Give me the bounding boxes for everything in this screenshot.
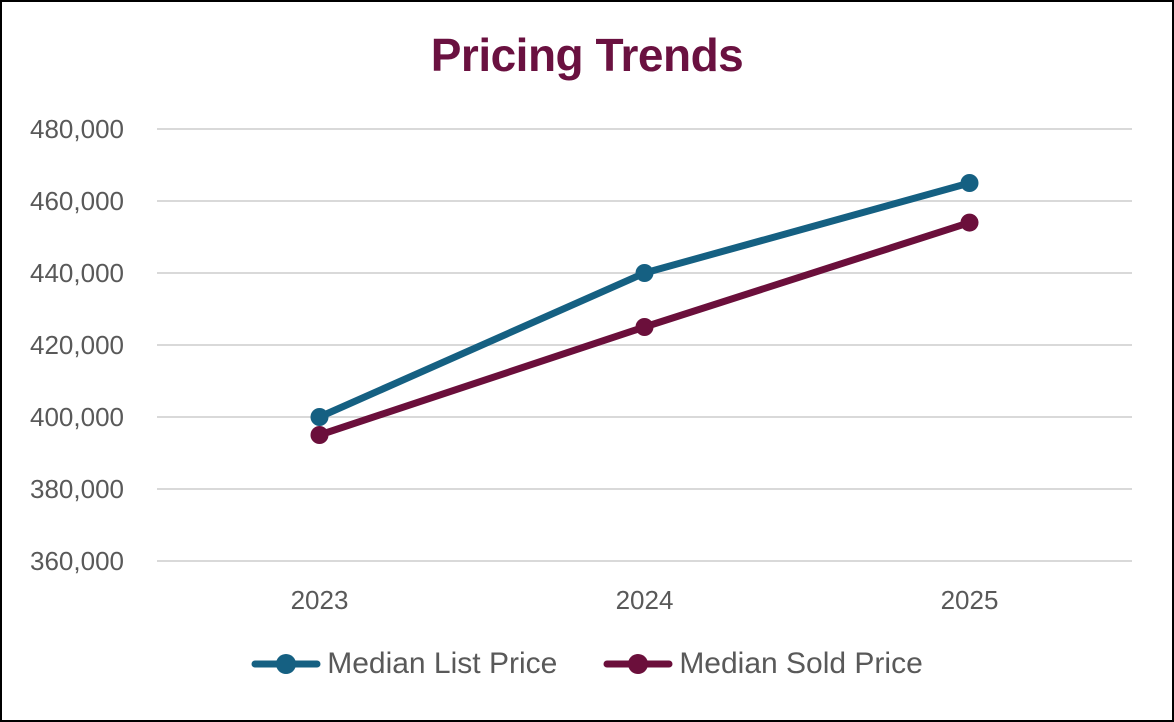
series-median-sold-price — [310, 213, 979, 444]
legend-line-marker-icon — [603, 654, 673, 674]
y-tick-label: 360,000 — [30, 546, 124, 576]
data-point-marker — [960, 174, 979, 192]
x-axis-labels: 2023 2024 2025 — [291, 585, 999, 615]
chart-title: Pricing Trends — [430, 29, 744, 81]
legend-label-median-sold-price: Median Sold Price — [679, 647, 923, 680]
y-tick-label: 460,000 — [30, 186, 124, 216]
legend-item-median-list-price: Median List Price — [251, 647, 557, 681]
gridlines — [157, 128, 1132, 562]
y-tick-label: 380,000 — [30, 474, 124, 504]
x-tick-label: 2023 — [291, 585, 349, 615]
y-tick-label: 400,000 — [30, 402, 124, 432]
y-tick-label: 480,000 — [30, 114, 124, 144]
legend-item-median-sold-price: Median Sold Price — [603, 647, 923, 681]
legend-label-median-list-price: Median List Price — [327, 647, 558, 680]
data-point-marker — [310, 408, 329, 426]
x-tick-label: 2025 — [941, 585, 999, 615]
data-point-marker — [310, 426, 329, 444]
data-point-marker — [635, 318, 654, 336]
legend-line-marker-icon — [251, 654, 321, 674]
data-point-marker — [960, 213, 979, 232]
x-tick-label: 2024 — [616, 585, 674, 615]
y-tick-label: 440,000 — [30, 258, 124, 288]
series-median-list-price — [310, 174, 979, 426]
chart-legend: Median List Price Median Sold Price — [2, 646, 1172, 682]
data-point-marker — [635, 264, 654, 282]
y-axis-labels: 360,000 380,000 400,000 420,000 440,000 460,0… — [30, 114, 124, 576]
y-tick-label: 420,000 — [30, 330, 124, 360]
